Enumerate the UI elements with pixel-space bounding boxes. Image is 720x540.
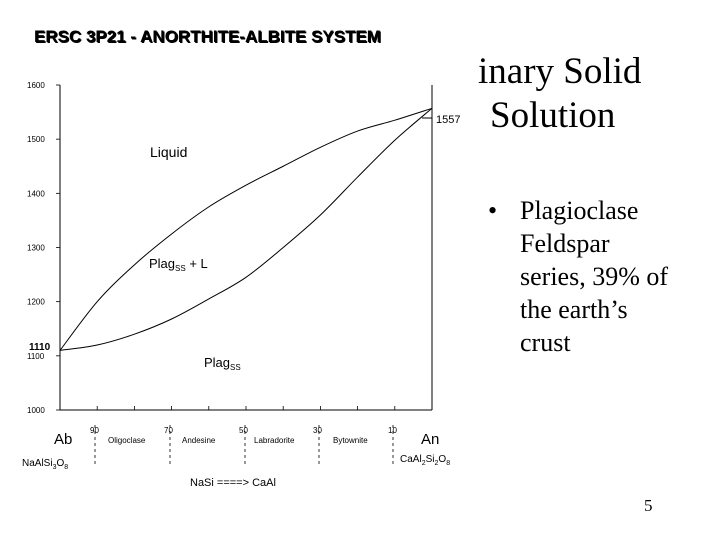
bullet-line: crust	[520, 328, 571, 357]
banner-shadow: ERSC 3P21 - ANORTHITE-ALBITE SYSTEM	[35, 28, 382, 47]
series-tick-number: 10	[388, 426, 397, 435]
bullet-list: • Plagioclase Feldspar series, 39% of th…	[488, 194, 708, 359]
phase-curves	[59, 107, 433, 351]
series-tick-number: 30	[313, 426, 322, 435]
y-tick-label: 1000	[27, 406, 45, 415]
bullet-marker: •	[488, 196, 498, 225]
bullet-line: series, 39% of	[520, 262, 669, 291]
mineral-oligoclase: Oligoclase	[108, 436, 146, 445]
y-tick-label: 1300	[27, 244, 45, 253]
mineral-andesine: Andesine	[182, 436, 216, 445]
albite-melting-point: 1110	[29, 342, 51, 353]
albite-formula: NaAlSi3O8	[22, 458, 68, 471]
mineral-labradorite: Labradorite	[254, 436, 295, 445]
mineral-bytownite: Bytownite	[333, 436, 368, 445]
coupled-substitution-label: NaSi ====> CaAl	[190, 477, 276, 489]
slide-title: inary Solid Solution	[478, 50, 698, 138]
series-tick-number: 70	[164, 426, 173, 435]
y-tick-label: 1600	[27, 81, 45, 90]
anorthite-melting-point: 1557	[436, 114, 460, 126]
y-tick-label: 1500	[27, 135, 45, 144]
y-tick-label: 1100	[27, 352, 45, 361]
banner-background	[34, 26, 479, 47]
bullet-line: Feldspar	[520, 229, 610, 258]
slide-title-line-1: inary Solid	[478, 51, 642, 92]
y-tick-label: 1400	[27, 189, 45, 198]
liquidus-curve	[59, 107, 433, 351]
page-number: 5	[644, 496, 653, 515]
plag-solid-field-label: PlagSS	[204, 355, 241, 372]
solidus-curve	[59, 107, 433, 351]
bullet-line: the earth’s	[520, 295, 628, 324]
liquid-field-label: Liquid	[150, 144, 187, 160]
albite-endmember-label: Ab	[54, 431, 72, 448]
y-tick-label: 1200	[27, 298, 45, 307]
plagioclase-series-labels: 90 70 50 30 10 Oligoclase Andesine Labra…	[90, 425, 397, 465]
bullet-line: Plagioclase	[520, 196, 639, 225]
diagram-banner: ERSC 3P21 - ANORTHITE-ALBITE SYSTEM	[34, 27, 381, 46]
x-axis-ticks	[96, 406, 396, 410]
y-axis-ticks: 1000 1100 1200 1300 1400 1500 1600	[27, 81, 60, 415]
series-tick-number: 90	[90, 426, 99, 435]
plag-liquid-field-label: PlagSS + L	[149, 256, 208, 273]
plot-area: 1000 1100 1200 1300 1400 1500 1600	[27, 81, 433, 415]
anorthite-endmember-label: An	[421, 431, 439, 448]
anorthite-formula: CaAl2Si2O8	[400, 454, 450, 467]
series-tick-number: 50	[239, 426, 248, 435]
slide-title-line-2: Solution	[490, 95, 616, 136]
